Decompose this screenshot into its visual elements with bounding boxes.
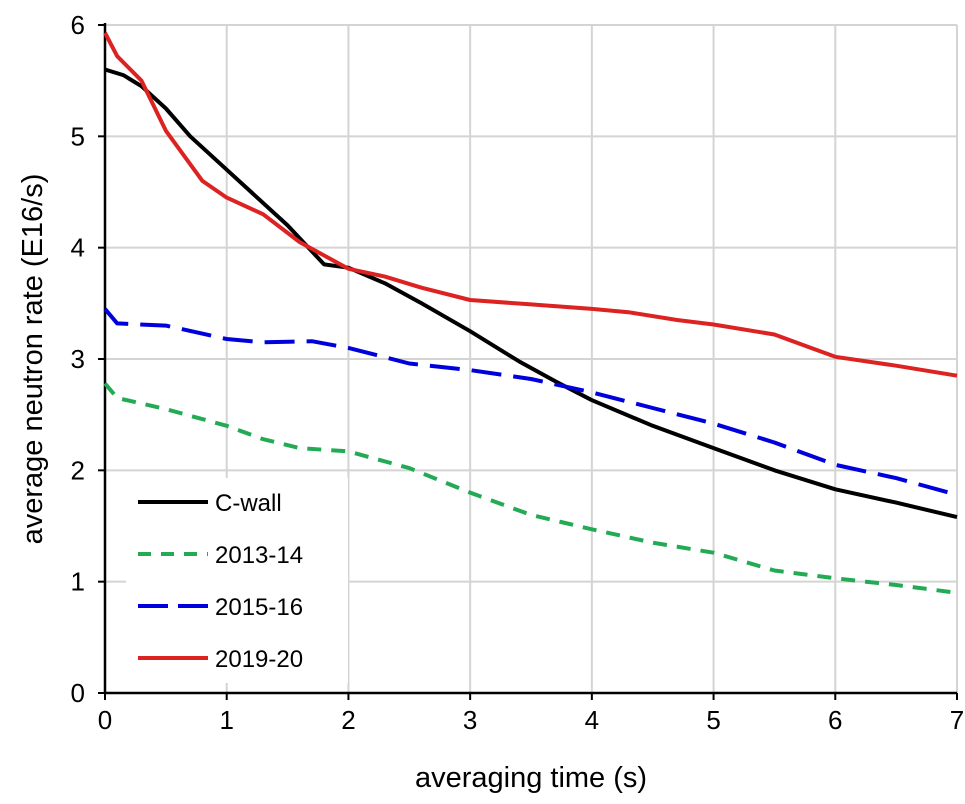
axes: [98, 23, 958, 700]
series-line-2015-16: [103, 307, 958, 497]
y-tick-label: 5: [71, 121, 85, 151]
x-tick-label: 3: [463, 705, 477, 735]
legend: C-wall 2013-14 2015-16 2019-20: [126, 478, 348, 683]
x-tick-label: 6: [828, 705, 842, 735]
legend-label: C-wall: [215, 490, 282, 517]
x-tick-label: 2: [341, 705, 355, 735]
legend-label: 2013-14: [215, 542, 303, 569]
x-tick-label: 5: [706, 705, 720, 735]
legend-box: [126, 478, 348, 683]
y-tick-label: 2: [71, 455, 85, 485]
x-axis-title: averaging time (s): [415, 762, 647, 794]
x-tick-label: 0: [98, 705, 112, 735]
x-tick-label: 7: [950, 705, 964, 735]
series-line-2013-14: [103, 382, 958, 595]
tick-labels: 0 1 2 3 4 5 6 7 0 1 2 3 4 5 6: [71, 10, 965, 735]
series-lines: [103, 31, 958, 595]
gridlines: [105, 24, 958, 693]
series-line-c-wall: [104, 67, 958, 520]
legend-label: 2015-16: [215, 594, 303, 621]
y-tick-label: 0: [71, 678, 85, 708]
y-tick-label: 4: [71, 233, 85, 263]
y-axis-title: average neutron rate (E16/s): [17, 174, 49, 545]
y-tick-label: 1: [71, 567, 85, 597]
x-tick-label: 4: [585, 705, 599, 735]
x-tick-label: 1: [219, 705, 233, 735]
y-tick-label: 3: [71, 344, 85, 374]
series-line-2019-20: [103, 31, 958, 378]
y-tick-label: 6: [71, 10, 85, 40]
legend-label: 2019-20: [215, 646, 303, 673]
